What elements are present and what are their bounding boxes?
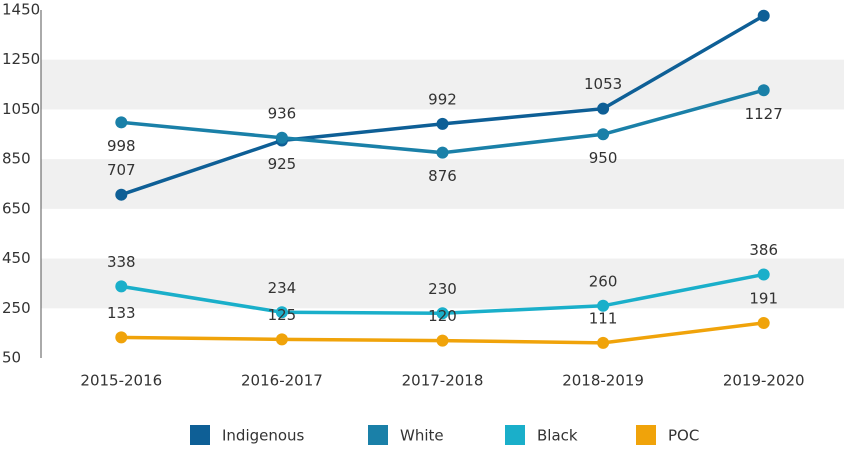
legend-swatch: [190, 425, 210, 445]
data-point: [757, 316, 770, 329]
data-label: 260: [589, 272, 618, 290]
data-label: 1053: [584, 75, 622, 93]
data-label: 338: [107, 253, 136, 271]
data-label: 998: [107, 137, 136, 155]
legend-swatch: [505, 425, 525, 445]
y-tick-label: 450: [2, 249, 31, 267]
data-label: 125: [268, 306, 297, 324]
legend-label: White: [400, 427, 444, 445]
data-point: [275, 306, 288, 319]
legend-swatch: [368, 425, 388, 445]
y-tick-label: 1050: [2, 100, 40, 118]
legend-swatch: [636, 425, 656, 445]
grid-band: [41, 159, 844, 209]
data-point: [597, 102, 610, 115]
data-label: 925: [268, 155, 297, 173]
x-tick-label: 2017-2018: [402, 372, 484, 390]
data-label: 386: [749, 241, 778, 259]
data-point: [597, 299, 610, 312]
data-label: 707: [107, 161, 136, 179]
data-point: [436, 307, 449, 320]
x-tick-label: 2018-2019: [562, 372, 644, 390]
data-label: 133: [107, 304, 136, 322]
y-tick-label: 1250: [2, 50, 40, 68]
y-tick-label: 50: [2, 349, 21, 367]
data-point: [115, 188, 128, 201]
legend-label: Indigenous: [222, 427, 305, 445]
x-tick-label: 2019-2020: [723, 372, 805, 390]
data-label: 1127: [745, 105, 783, 123]
legend-label: POC: [668, 427, 699, 445]
data-point: [436, 146, 449, 159]
data-point: [757, 84, 770, 97]
data-point: [436, 117, 449, 130]
data-point: [275, 333, 288, 346]
data-label: 111: [589, 309, 618, 327]
data-point: [597, 336, 610, 349]
x-tick-label: 2016-2017: [241, 372, 323, 390]
data-point: [597, 128, 610, 141]
data-label: 950: [589, 149, 618, 167]
data-point: [436, 334, 449, 347]
data-label: 876: [428, 167, 457, 185]
data-label: 992: [428, 90, 457, 108]
grid-band: [41, 59, 844, 110]
data-point: [757, 9, 770, 22]
data-point: [275, 131, 288, 144]
y-tick-label: 650: [2, 199, 31, 217]
data-label: 120: [428, 307, 457, 325]
y-tick-label: 850: [2, 150, 31, 168]
data-label: 234: [268, 279, 297, 297]
data-label: 191: [749, 289, 778, 307]
data-point: [115, 116, 128, 129]
data-label: 230: [428, 280, 457, 298]
y-tick-label: 1450: [2, 1, 40, 19]
y-tick-label: 250: [2, 299, 31, 317]
x-tick-label: 2015-2016: [80, 372, 162, 390]
data-point: [115, 280, 128, 293]
legend-label: Black: [537, 427, 578, 445]
data-point: [757, 268, 770, 281]
data-point: [115, 331, 128, 344]
data-label: 936: [268, 104, 297, 122]
